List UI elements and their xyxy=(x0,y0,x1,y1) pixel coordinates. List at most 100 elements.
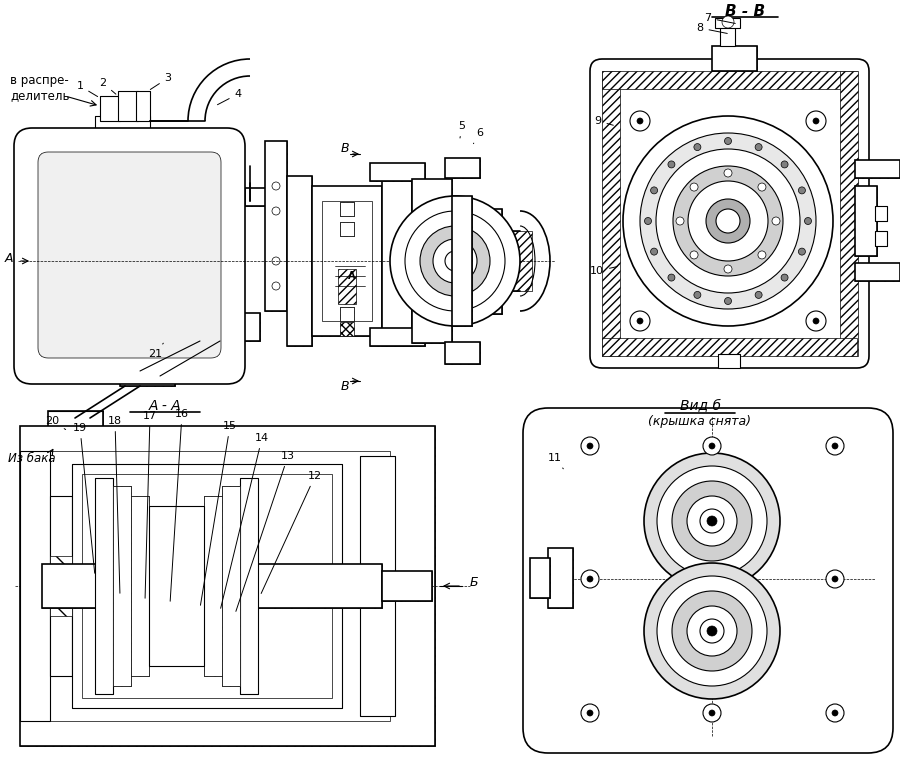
Circle shape xyxy=(587,443,593,449)
Bar xyxy=(95,116,150,146)
Bar xyxy=(875,231,887,246)
Bar xyxy=(720,26,735,46)
Circle shape xyxy=(672,591,752,671)
Bar xyxy=(240,478,258,694)
Text: 15: 15 xyxy=(201,421,237,605)
Circle shape xyxy=(657,576,767,686)
Text: 17: 17 xyxy=(143,411,157,598)
Circle shape xyxy=(832,576,838,582)
Bar xyxy=(170,313,260,341)
Text: A: A xyxy=(348,271,356,281)
Bar xyxy=(360,456,395,716)
Bar xyxy=(240,478,258,694)
Circle shape xyxy=(700,619,724,643)
Bar xyxy=(95,116,150,146)
Bar xyxy=(136,91,150,121)
Circle shape xyxy=(826,570,844,588)
Bar xyxy=(20,426,435,746)
Bar xyxy=(170,313,260,341)
Circle shape xyxy=(706,199,750,243)
Bar xyxy=(100,96,120,121)
Bar xyxy=(118,91,138,121)
Bar xyxy=(118,91,138,121)
Circle shape xyxy=(832,443,838,449)
Text: Б: Б xyxy=(470,577,479,590)
Bar xyxy=(113,486,131,686)
Circle shape xyxy=(644,453,780,589)
Circle shape xyxy=(623,116,833,326)
Bar xyxy=(340,202,354,216)
Circle shape xyxy=(690,183,698,191)
Bar xyxy=(48,411,103,446)
Circle shape xyxy=(690,251,698,259)
Circle shape xyxy=(657,466,767,576)
Circle shape xyxy=(630,111,650,131)
Text: 18: 18 xyxy=(108,416,122,593)
Circle shape xyxy=(813,318,819,324)
Bar xyxy=(382,571,432,601)
Circle shape xyxy=(798,187,806,194)
Bar xyxy=(287,176,312,346)
Bar xyxy=(340,307,354,321)
Bar xyxy=(370,328,425,346)
Circle shape xyxy=(651,187,658,194)
Bar xyxy=(548,548,573,608)
Bar xyxy=(113,486,131,686)
Bar xyxy=(20,451,50,721)
Bar xyxy=(100,96,120,121)
Bar xyxy=(602,71,620,356)
Bar xyxy=(382,176,412,346)
Bar xyxy=(45,451,390,721)
Bar xyxy=(370,163,425,181)
Circle shape xyxy=(724,297,732,304)
Bar xyxy=(95,478,113,694)
Circle shape xyxy=(707,516,717,526)
Circle shape xyxy=(433,239,477,283)
Circle shape xyxy=(755,292,762,299)
Circle shape xyxy=(781,274,788,281)
Text: 12: 12 xyxy=(261,471,322,594)
Bar xyxy=(149,506,204,666)
Circle shape xyxy=(644,563,780,699)
Bar xyxy=(42,564,382,608)
Circle shape xyxy=(673,166,783,276)
Bar xyxy=(245,188,275,206)
Circle shape xyxy=(651,248,658,255)
Circle shape xyxy=(405,211,505,311)
Circle shape xyxy=(687,606,737,656)
Bar xyxy=(472,209,502,314)
Bar xyxy=(204,496,222,676)
Circle shape xyxy=(755,144,762,151)
Text: 7: 7 xyxy=(705,13,735,23)
Bar xyxy=(360,456,395,716)
Bar xyxy=(452,196,472,326)
Text: 2: 2 xyxy=(99,78,116,94)
Circle shape xyxy=(688,181,768,261)
Bar xyxy=(445,342,480,364)
Bar xyxy=(382,571,432,601)
Text: В: В xyxy=(341,379,349,393)
Circle shape xyxy=(724,137,732,144)
Bar xyxy=(72,464,342,708)
Bar xyxy=(265,141,287,311)
Circle shape xyxy=(640,133,816,309)
Circle shape xyxy=(826,437,844,455)
Bar xyxy=(265,141,287,311)
Bar xyxy=(72,464,342,708)
Bar xyxy=(530,558,550,598)
Text: 20: 20 xyxy=(45,416,66,430)
Circle shape xyxy=(694,292,701,299)
Circle shape xyxy=(637,318,643,324)
Circle shape xyxy=(581,704,599,722)
Text: 1: 1 xyxy=(76,81,97,96)
Bar xyxy=(382,176,412,346)
FancyBboxPatch shape xyxy=(38,152,221,358)
Circle shape xyxy=(781,161,788,168)
Bar xyxy=(602,71,857,89)
Bar xyxy=(720,26,735,46)
Text: 13: 13 xyxy=(236,451,295,611)
Bar xyxy=(149,506,204,666)
Bar xyxy=(120,358,175,386)
Text: 16: 16 xyxy=(170,409,189,601)
Circle shape xyxy=(703,437,721,455)
